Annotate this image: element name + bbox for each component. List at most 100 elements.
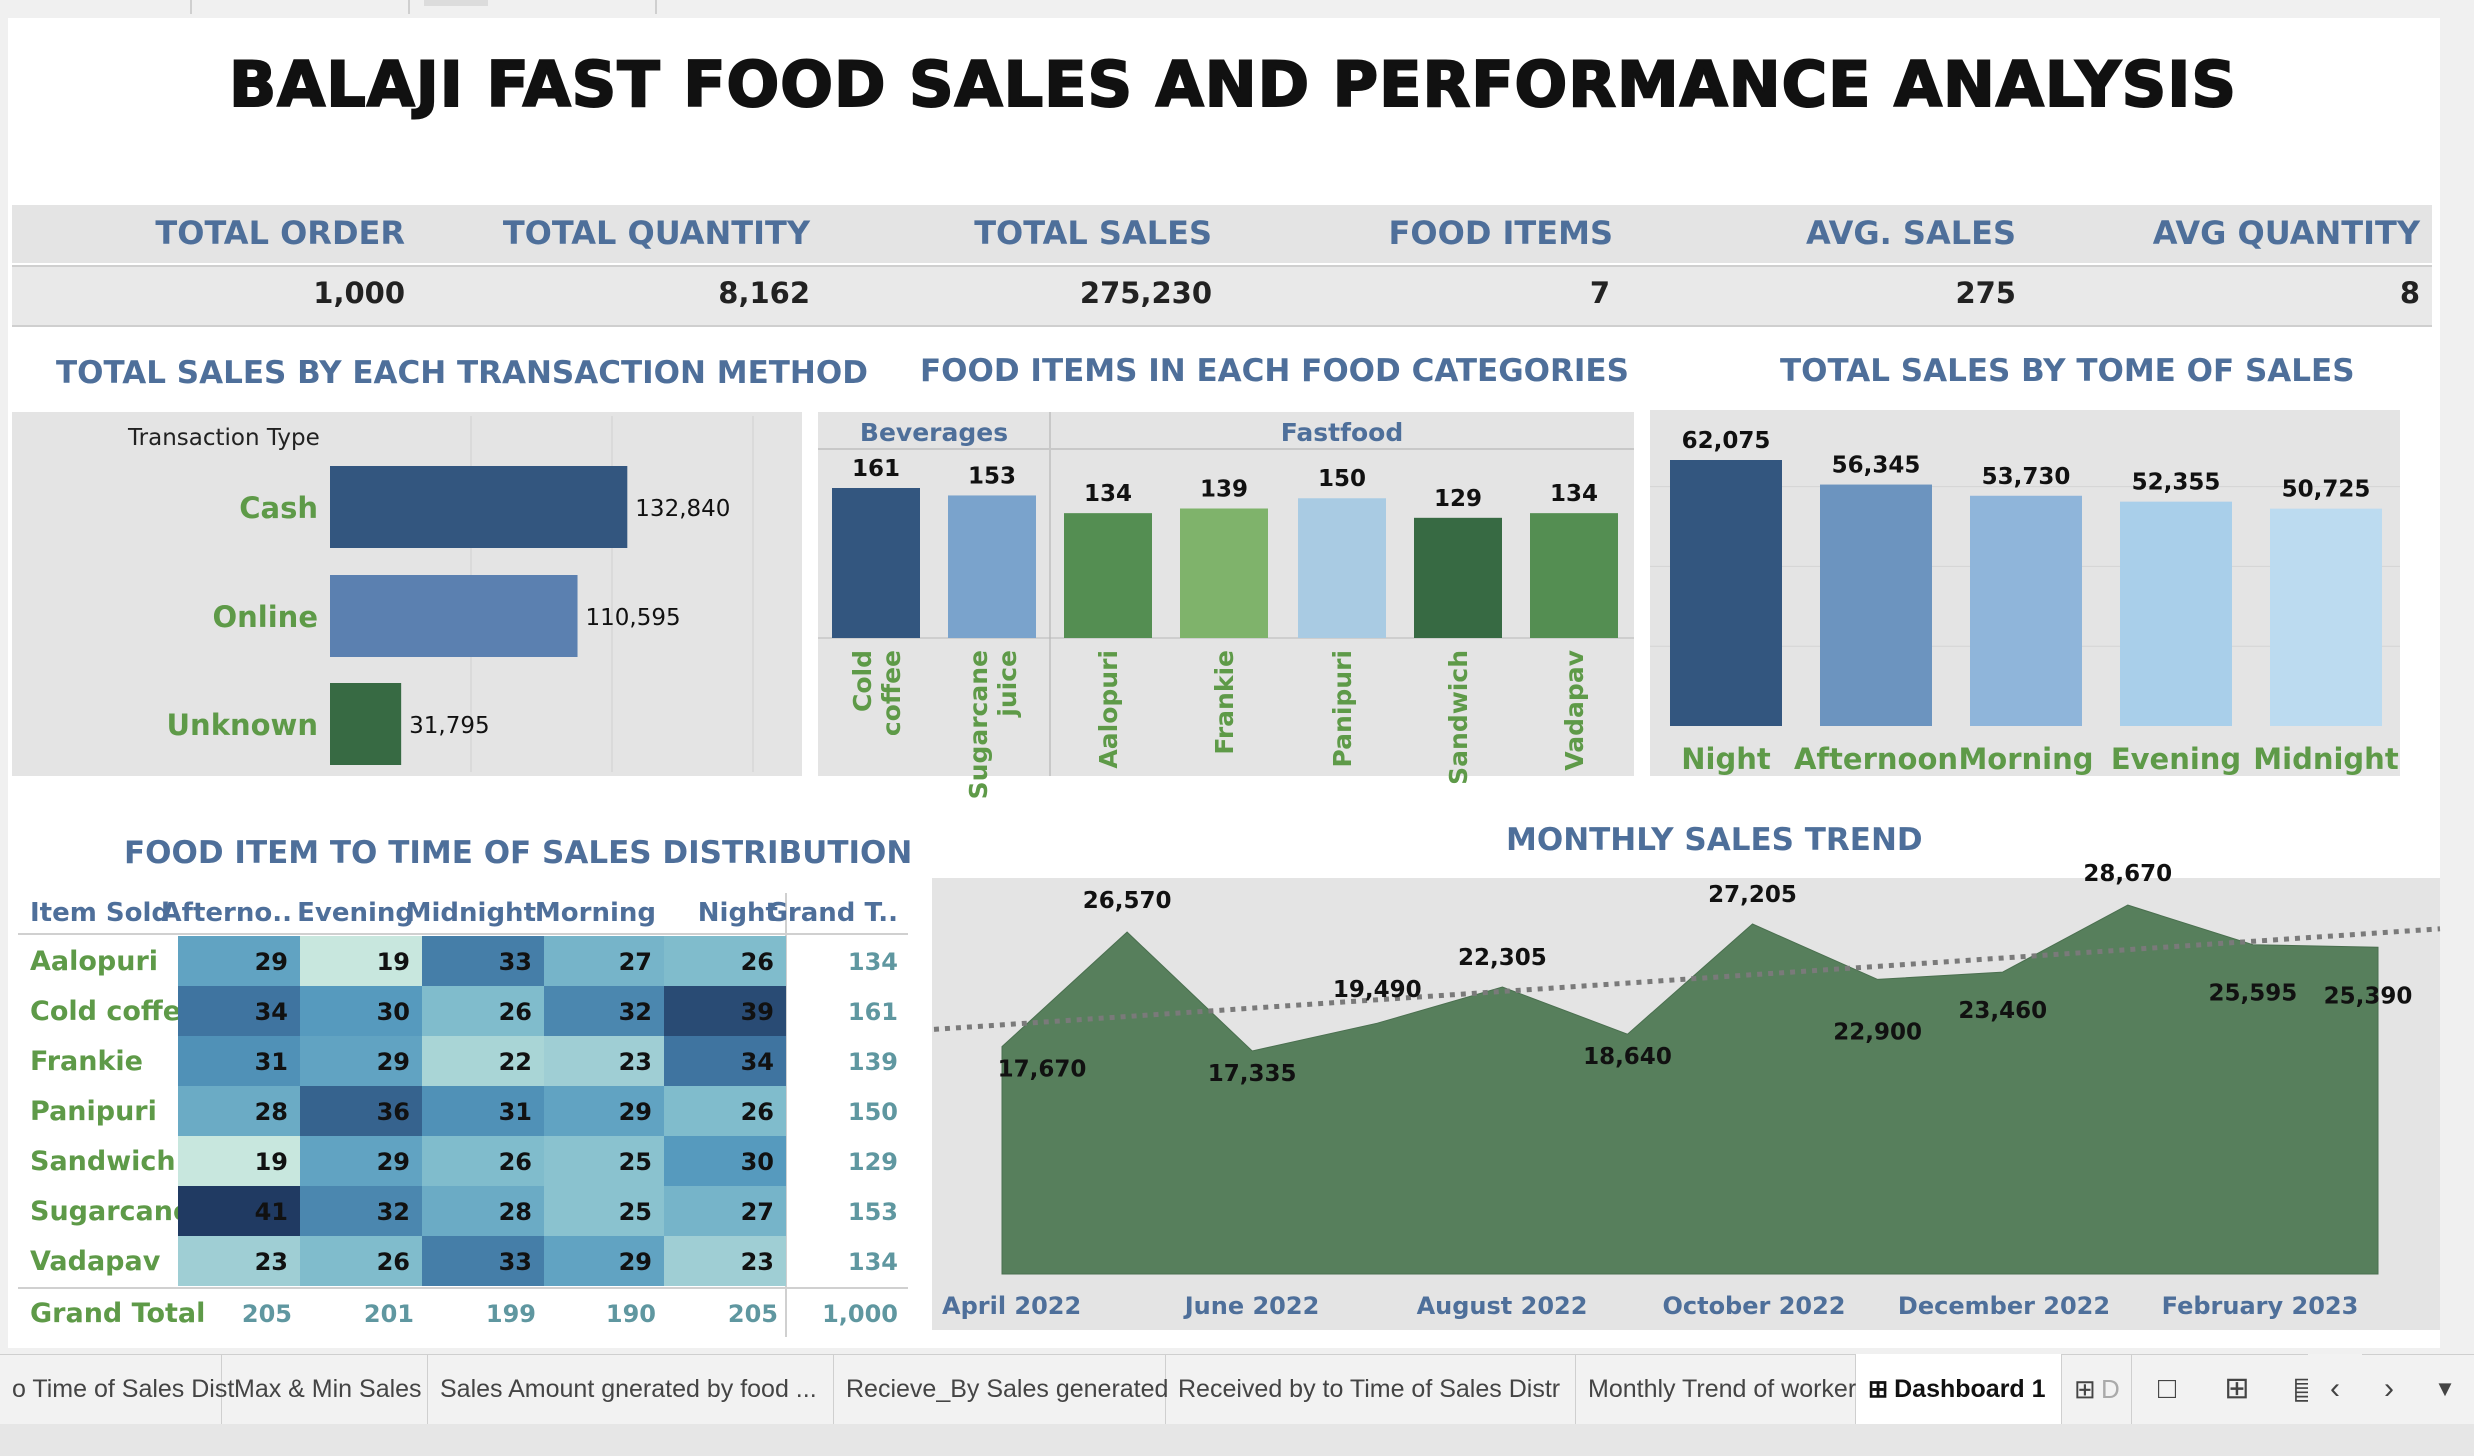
tab-received-by-time[interactable]: Received by to Time of Sales Distr (1166, 1354, 1576, 1424)
category-label: coffee (877, 650, 906, 736)
data-label: 19,490 (1333, 977, 1422, 1003)
data-label: 132,840 (635, 496, 730, 522)
heatmap-cell-value: 34 (255, 998, 288, 1026)
data-label: 31,795 (409, 713, 489, 739)
data-label: 52,355 (2132, 470, 2221, 496)
category-label: Evening (2111, 742, 2241, 776)
prev-tab-button[interactable]: ‹ (2308, 1354, 2362, 1424)
axis-header-transaction-type: Transaction Type (127, 425, 320, 451)
heatmap-cell-value: 26 (741, 948, 774, 976)
heatmap-cell (178, 986, 300, 1036)
trend-line (933, 926, 2441, 1032)
data-label: 27,205 (1708, 882, 1797, 908)
heatmap-column-total: 201 (364, 1300, 414, 1328)
top-tab-divider (408, 0, 410, 14)
heatmap-cell (422, 1086, 544, 1136)
heatmap-cell (178, 1086, 300, 1136)
x-tick-label: April 2022 (942, 1292, 1081, 1320)
bar-evening (2120, 501, 2232, 726)
tab-sales-amount-by-food[interactable]: Sales Amount gnerated by food ... (428, 1354, 834, 1424)
new-dashboard-button[interactable]: ⊞ (2202, 1354, 2272, 1424)
data-label: 134 (1084, 481, 1132, 507)
heatmap-cell-value: 30 (377, 998, 410, 1026)
heatmap-cell-value: 32 (377, 1198, 410, 1226)
kpi-label-total-quantity: TOTAL QUANTITY (502, 214, 810, 252)
heatmap-title: FOOD ITEM TO TIME OF SALES DISTRIBUTION (124, 835, 913, 871)
status-bar (0, 1424, 2474, 1456)
tab-time-of-sales-dist[interactable]: o Time of Sales Dist (0, 1354, 234, 1424)
heatmap-row-label: Sandwich (30, 1146, 176, 1177)
heatmap-cell (178, 1136, 300, 1186)
data-label: 17,670 (998, 1057, 1087, 1083)
kpi-label-total-sales: TOTAL SALES (974, 214, 1212, 252)
heatmap-cell (178, 936, 300, 986)
monthly-sales-area (1001, 904, 2379, 1275)
data-label: 50,725 (2282, 477, 2371, 503)
tab-menu-button[interactable]: ▼ (2416, 1354, 2474, 1424)
heatmap-row-total: 161 (848, 998, 898, 1026)
heatmap-row-header: Item Sold (30, 898, 170, 928)
heatmap-cell-value: 33 (499, 948, 532, 976)
trend-chart-title: MONTHLY SALES TREND (1506, 822, 1923, 858)
category-label: Vadapav (1560, 650, 1589, 771)
heatmap-cell-value: 29 (377, 1148, 410, 1176)
heatmap-column-header: Afterno.. (162, 898, 292, 928)
kpi-value-avg-sales: 275 (1955, 276, 2016, 310)
tab-monthly-trend-worker[interactable]: Monthly Trend of worker (1576, 1354, 1856, 1424)
new-worksheet-button[interactable]: □ (2132, 1354, 2202, 1424)
heatmap-cell (422, 1186, 544, 1236)
category-label: Night (1681, 742, 1771, 776)
bar-night (1670, 460, 1782, 726)
heatmap-cell (544, 936, 664, 986)
heatmap-row-label: Panipuri (30, 1096, 157, 1127)
heatmap-cell-value: 23 (741, 1248, 774, 1276)
heatmap-column-header: Night (698, 898, 778, 928)
category-label: Midnight (2253, 742, 2399, 776)
heatmap-cell (664, 1236, 786, 1286)
top-tab-divider (190, 0, 192, 14)
data-label: 26,570 (1083, 888, 1172, 914)
tab-grid-overflow[interactable]: ⊞ D (2062, 1354, 2132, 1424)
heatmap-cell (300, 1236, 422, 1286)
next-tab-button[interactable]: › (2362, 1354, 2416, 1424)
heatmap-row-label: Vadapav (30, 1246, 161, 1277)
data-label: 22,305 (1458, 945, 1547, 971)
data-label: 56,345 (1832, 453, 1921, 479)
data-label: 53,730 (1982, 464, 2071, 490)
heatmap-cell-value: 26 (499, 1148, 532, 1176)
heatmap-column-total: 205 (242, 1300, 292, 1328)
category-label: Panipuri (1328, 650, 1357, 767)
heatmap-cell (544, 1086, 664, 1136)
category-label: Online (213, 600, 319, 634)
heatmap-cell (664, 936, 786, 986)
heatmap-cell (300, 1036, 422, 1086)
data-label: 150 (1318, 466, 1366, 492)
kpi-header-band (12, 205, 2432, 263)
heatmap-cell-value: 31 (255, 1048, 288, 1076)
tab-max-min-sales[interactable]: Max & Min Sales (222, 1354, 428, 1424)
bar-sandwich (1414, 517, 1502, 638)
heatmap-row-total: 150 (848, 1098, 898, 1126)
group-label-fastfood: Fastfood (1281, 418, 1403, 447)
tab-recieve-by-sales[interactable]: Recieve_By Sales generated (834, 1354, 1168, 1424)
heatmap-cell (300, 1086, 422, 1136)
heatmap-cell-value: 33 (499, 1248, 532, 1276)
category-label: Sugarcane (964, 650, 993, 799)
heatmap-cell-value: 41 (255, 1198, 288, 1226)
heatmap-cell (664, 1186, 786, 1236)
kpi-value-total-quantity: 8,162 (718, 276, 810, 310)
heatmap-cell-value: 29 (619, 1098, 652, 1126)
data-label: 129 (1434, 486, 1482, 512)
data-label: 153 (968, 463, 1016, 489)
tab-dashboard-1[interactable]: ⊞ Dashboard 1 (1856, 1354, 2062, 1424)
category-label: Cash (239, 491, 318, 525)
x-tick-label: August 2022 (1417, 1292, 1588, 1320)
bar-aalopuri (1064, 513, 1152, 638)
heatmap-cell-value: 36 (377, 1098, 410, 1126)
kpi-value-total-sales: 275,230 (1079, 276, 1212, 310)
data-label: 22,900 (1833, 1019, 1922, 1045)
heatmap-cell (664, 1036, 786, 1086)
x-tick-label: December 2022 (1898, 1292, 2110, 1320)
heatmap-column-total: 205 (728, 1300, 778, 1328)
